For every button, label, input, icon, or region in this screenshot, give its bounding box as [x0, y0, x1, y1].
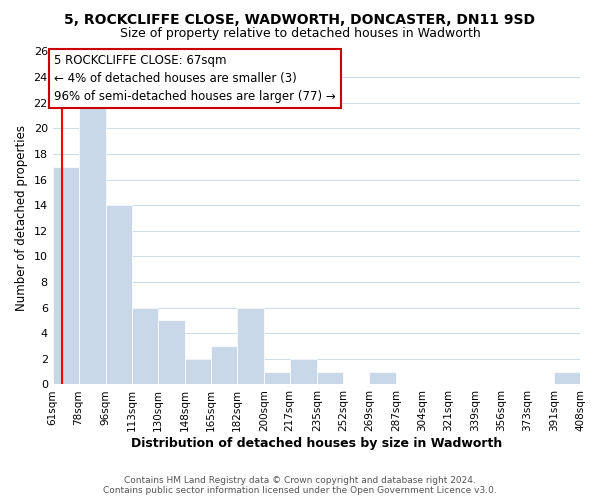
Bar [554, 372, 580, 384]
Bar [79, 102, 106, 384]
Text: 5, ROCKCLIFFE CLOSE, WADWORTH, DONCASTER, DN11 9SD: 5, ROCKCLIFFE CLOSE, WADWORTH, DONCASTER… [65, 12, 536, 26]
Text: Contains HM Land Registry data © Crown copyright and database right 2024.
Contai: Contains HM Land Registry data © Crown c… [103, 476, 497, 495]
Bar [158, 320, 185, 384]
Bar [236, 308, 264, 384]
Bar [369, 372, 396, 384]
Y-axis label: Number of detached properties: Number of detached properties [15, 125, 28, 311]
Bar [264, 372, 290, 384]
Bar [106, 205, 131, 384]
Bar [131, 308, 158, 384]
Bar [317, 372, 343, 384]
X-axis label: Distribution of detached houses by size in Wadworth: Distribution of detached houses by size … [131, 437, 502, 450]
Text: Size of property relative to detached houses in Wadworth: Size of property relative to detached ho… [119, 28, 481, 40]
Bar [211, 346, 236, 385]
Bar [185, 359, 211, 384]
Bar [290, 359, 317, 384]
Bar [53, 167, 79, 384]
Text: 5 ROCKCLIFFE CLOSE: 67sqm
← 4% of detached houses are smaller (3)
96% of semi-de: 5 ROCKCLIFFE CLOSE: 67sqm ← 4% of detach… [54, 54, 336, 103]
